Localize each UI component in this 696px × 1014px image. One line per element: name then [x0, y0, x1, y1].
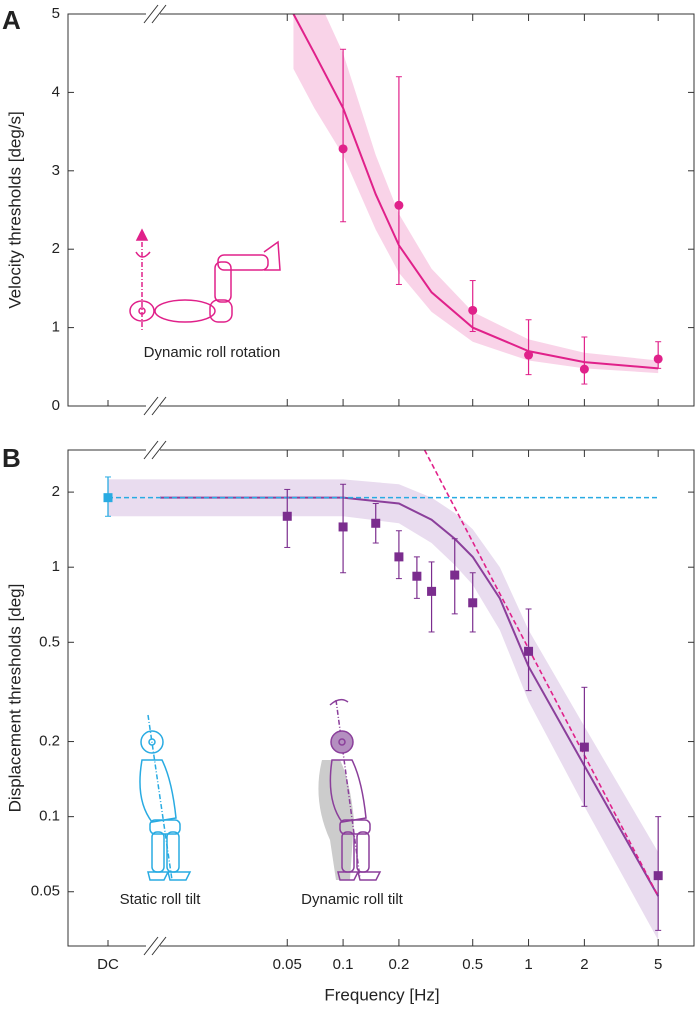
panel-label: B [2, 443, 21, 473]
plot-frame [67, 449, 695, 947]
y-tick-label: 1 [52, 558, 60, 575]
y-tick-label: 3 [52, 162, 60, 179]
data-point [338, 522, 348, 532]
data-point [394, 552, 404, 562]
axis-break [151, 440, 167, 460]
data-point [338, 144, 348, 154]
panel-label: A [2, 5, 21, 35]
confidence-band [160, 479, 659, 941]
axis-break-gap [146, 12, 160, 16]
icon-dynamic [318, 698, 382, 881]
y-tick-label: 2 [52, 483, 60, 500]
axis-break-gap [146, 448, 160, 452]
data-point [524, 350, 534, 360]
y-tick-label: 2 [52, 240, 60, 257]
data-point [427, 586, 437, 596]
plot-area [292, 14, 663, 385]
axis-break [143, 4, 159, 24]
y-tick-label: 0.5 [39, 633, 60, 650]
x-tick-label: 0.1 [333, 956, 354, 973]
x-axis-label: Frequency [Hz] [324, 985, 439, 1004]
data-point [371, 518, 381, 528]
data-point [579, 364, 589, 374]
annotation: Dynamic roll tilt [301, 891, 404, 908]
x-tick-label: 0.2 [388, 956, 409, 973]
x-tick-label: DC [97, 956, 119, 973]
y-tick-label: 0.2 [39, 733, 60, 750]
y-tick-label: 4 [52, 83, 60, 100]
axis-break [143, 440, 159, 460]
icon-lying [129, 228, 281, 330]
x-tick-label: 5 [654, 956, 662, 973]
fit-line [160, 496, 660, 897]
x-tick-label: 1 [524, 956, 532, 973]
data-point [282, 511, 292, 521]
y-tick-label: 1 [52, 319, 60, 336]
data-point [653, 871, 663, 881]
axis-break [151, 4, 167, 24]
axis-break-gap [146, 944, 160, 948]
data-point [412, 571, 422, 581]
data-point [468, 305, 478, 315]
x-tick-label: 0.5 [462, 956, 483, 973]
y-tick-label: 0 [52, 397, 60, 414]
data-point [394, 200, 404, 210]
plot-frame [67, 13, 695, 407]
plot-area [103, 450, 663, 941]
y-tick-label: 0.05 [31, 883, 60, 900]
axis-break [151, 396, 167, 416]
y-axis-label: Velocity thresholds [deg/s] [5, 111, 24, 309]
data-point [468, 598, 478, 608]
y-tick-label: 5 [52, 5, 60, 22]
axis-break [143, 396, 159, 416]
data-point [450, 570, 460, 580]
confidence-band [293, 14, 659, 374]
annotation: Dynamic roll rotation [144, 344, 281, 361]
data-point [579, 742, 589, 752]
asymptote-line [423, 450, 659, 897]
axis-break [143, 936, 159, 956]
axis-break-gap [146, 404, 160, 408]
x-tick-label: 0.05 [273, 956, 302, 973]
icon-static [139, 714, 192, 881]
y-tick-label: 0.1 [39, 808, 60, 825]
data-point [103, 493, 113, 503]
y-axis-label: Displacement thresholds [deg] [5, 584, 24, 813]
annotation: Static roll tilt [120, 891, 202, 908]
data-point [524, 646, 534, 656]
data-point [653, 354, 663, 364]
axis-break [151, 936, 167, 956]
x-tick-label: 2 [580, 956, 588, 973]
fit-line [292, 14, 659, 370]
